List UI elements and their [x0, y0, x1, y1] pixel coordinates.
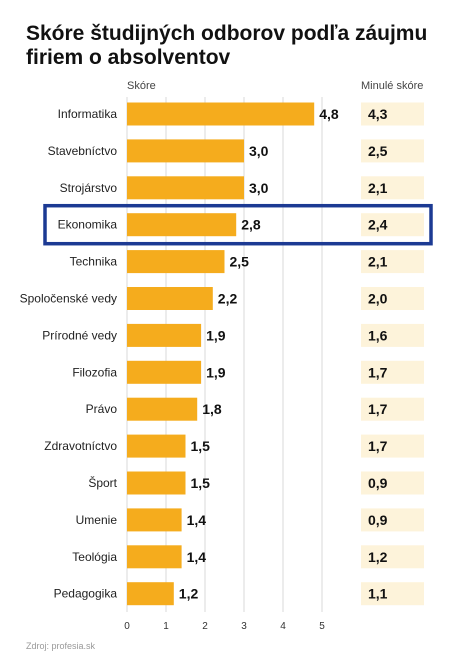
- category-label: Strojárstvo: [60, 181, 118, 195]
- previous-score-label: 1,6: [368, 327, 388, 343]
- previous-score-cell: [361, 250, 424, 274]
- category-label: Stavebníctvo: [48, 144, 118, 158]
- value-label: 1,5: [191, 475, 211, 491]
- category-label: Právo: [86, 402, 118, 416]
- value-label: 4,8: [319, 106, 339, 122]
- previous-score-label: 1,1: [368, 586, 388, 602]
- previous-score-cell: [361, 360, 424, 384]
- value-label: 2,8: [241, 217, 261, 233]
- bar: [127, 176, 244, 200]
- previous-score-cell: [361, 102, 424, 126]
- previous-score-cell: [361, 545, 424, 569]
- previous-score-label: 0,9: [368, 512, 388, 528]
- category-label: Filozofia: [72, 365, 117, 379]
- value-label: 1,4: [187, 549, 207, 565]
- value-label: 1,8: [202, 401, 222, 417]
- previous-score-label: 4,3: [368, 106, 388, 122]
- value-label: 1,2: [179, 586, 199, 602]
- category-label: Prírodné vedy: [42, 328, 117, 342]
- value-label: 1,5: [191, 438, 211, 454]
- previous-score-label: 1,7: [368, 438, 388, 454]
- bar: [127, 434, 186, 458]
- category-label: Šport: [88, 475, 117, 490]
- x-tick-label: 4: [280, 621, 286, 632]
- previous-score-label: 0,9: [368, 475, 388, 491]
- previous-score-cell: [361, 323, 424, 347]
- category-label: Pedagogika: [54, 587, 118, 601]
- previous-score-label: 1,2: [368, 549, 388, 565]
- category-label: Informatika: [58, 107, 118, 121]
- bar: [127, 397, 198, 421]
- value-label: 1,9: [206, 327, 226, 343]
- source-note: Zdroj: profesia.sk: [26, 641, 96, 651]
- bar: [127, 508, 182, 532]
- category-label: Teológia: [72, 550, 117, 564]
- bar: [127, 360, 202, 384]
- category-label: Ekonomika: [58, 218, 118, 232]
- previous-score-cell: [361, 582, 424, 606]
- bar: [127, 287, 213, 310]
- category-label: Zdravotníctvo: [44, 439, 117, 453]
- category-label: Technika: [70, 255, 118, 269]
- bar: [127, 545, 182, 569]
- x-tick-label: 1: [163, 621, 169, 632]
- value-label: 1,4: [187, 512, 207, 528]
- bar: [127, 250, 225, 274]
- previous-score-label: 2,5: [368, 143, 388, 159]
- bar: [127, 213, 237, 237]
- previous-score-label: 1,7: [368, 401, 388, 417]
- previous-score-label: 1,7: [368, 364, 388, 380]
- bar: [127, 102, 315, 126]
- x-tick-label: 3: [241, 621, 247, 632]
- category-label: Umenie: [76, 513, 118, 527]
- previous-score-label: 2,4: [368, 217, 388, 233]
- previous-score-cell: [361, 176, 424, 200]
- bar: [127, 582, 174, 606]
- previous-score-cell: [361, 287, 424, 310]
- x-tick-label: 5: [319, 621, 325, 632]
- value-label: 3,0: [249, 143, 269, 159]
- previous-score-cell: [361, 139, 424, 163]
- previous-score-cell: [361, 397, 424, 421]
- value-label: 1,9: [206, 364, 226, 380]
- value-label: 2,5: [230, 254, 250, 270]
- previous-score-cell: [361, 213, 424, 237]
- previous-score-label: 2,1: [368, 254, 388, 270]
- value-label: 2,2: [218, 291, 238, 307]
- previous-score-label: 2,1: [368, 180, 388, 196]
- previous-score-label: 2,0: [368, 291, 388, 307]
- value-label: 3,0: [249, 180, 269, 196]
- highlight-box: [43, 203, 433, 246]
- bar: [127, 323, 202, 347]
- bar: [127, 471, 186, 495]
- bar: [127, 139, 244, 163]
- chart-title: Skóre študijných odborov podľa záujmu fi…: [26, 22, 428, 69]
- previous-column-header: Minulé skóre: [361, 80, 423, 92]
- x-tick-label: 0: [124, 621, 130, 632]
- value-column-header: Skóre: [127, 80, 156, 92]
- previous-score-cell: [361, 508, 424, 532]
- previous-score-cell: [361, 471, 424, 495]
- category-label: Spoločenské vedy: [20, 292, 117, 306]
- x-tick-label: 2: [202, 621, 208, 632]
- previous-score-cell: [361, 434, 424, 458]
